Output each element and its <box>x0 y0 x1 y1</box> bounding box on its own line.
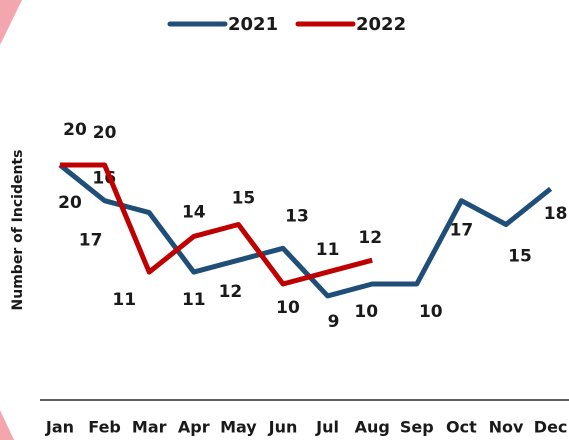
x-tick-label: Jul <box>315 418 339 437</box>
data-label: 20 <box>63 120 87 140</box>
x-tick-label: Aug <box>355 418 390 437</box>
data-label: 15 <box>508 247 532 267</box>
data-label: 18 <box>544 204 568 224</box>
data-label: 12 <box>219 282 243 302</box>
data-label: 14 <box>182 202 206 222</box>
x-tick-label: Feb <box>88 418 121 437</box>
data-label: 11 <box>112 290 136 310</box>
x-tick-label: Nov <box>489 418 524 437</box>
data-label: 17 <box>79 231 103 251</box>
data-label: 11 <box>182 290 206 310</box>
x-tick-label: May <box>220 418 257 437</box>
data-label: 10 <box>419 302 443 322</box>
data-label: 20 <box>93 123 117 143</box>
x-tick-label: Apr <box>178 418 210 437</box>
x-tick-label: Jun <box>268 418 298 437</box>
series-line <box>58 163 553 299</box>
legend-label: 2022 <box>356 14 406 35</box>
data-label: 13 <box>285 206 309 226</box>
x-tick-label: Dec <box>534 418 568 437</box>
data-label: 15 <box>232 189 256 209</box>
corner-decoration <box>0 0 22 45</box>
x-tick-label: Oct <box>446 418 477 437</box>
corner-decoration <box>0 410 14 440</box>
x-tick-label: Mar <box>132 418 167 437</box>
data-label: 17 <box>450 221 474 241</box>
data-label: 11 <box>316 240 340 260</box>
data-label: 10 <box>276 298 300 318</box>
data-label: 9 <box>328 312 340 332</box>
series-line <box>60 162 373 287</box>
x-tick-label: Sep <box>400 418 434 437</box>
data-label: 10 <box>354 302 378 322</box>
data-label: 12 <box>358 228 382 248</box>
legend-label: 2021 <box>228 14 278 35</box>
data-label: 20 <box>58 193 82 213</box>
y-axis-label: Number of Incidents <box>10 150 26 311</box>
x-tick-label: Jan <box>45 418 74 437</box>
